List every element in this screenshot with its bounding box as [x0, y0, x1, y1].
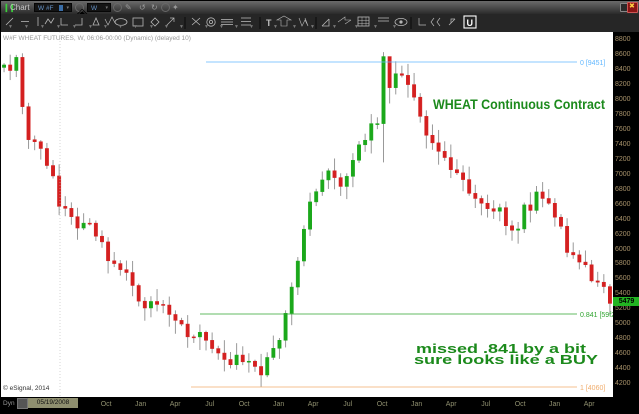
svg-text:sure looks like a BUY: sure looks like a BUY [414, 352, 598, 367]
svg-text:1 [4060]: 1 [4060] [580, 385, 605, 392]
svg-text:T: T [266, 18, 272, 28]
svg-text:0 [9451]: 0 [9451] [580, 60, 605, 67]
svg-text:W#F WHEAT FUTURES, W, 06:06-00: W#F WHEAT FUTURES, W, 06:06-00:00 (Dynam… [3, 35, 191, 42]
svg-text:0.841 [59f2]: 0.841 [59f2] [580, 312, 613, 319]
svg-text:U: U [467, 18, 474, 28]
svg-text:WHEAT Continuous Contract: WHEAT Continuous Contract [433, 97, 605, 112]
